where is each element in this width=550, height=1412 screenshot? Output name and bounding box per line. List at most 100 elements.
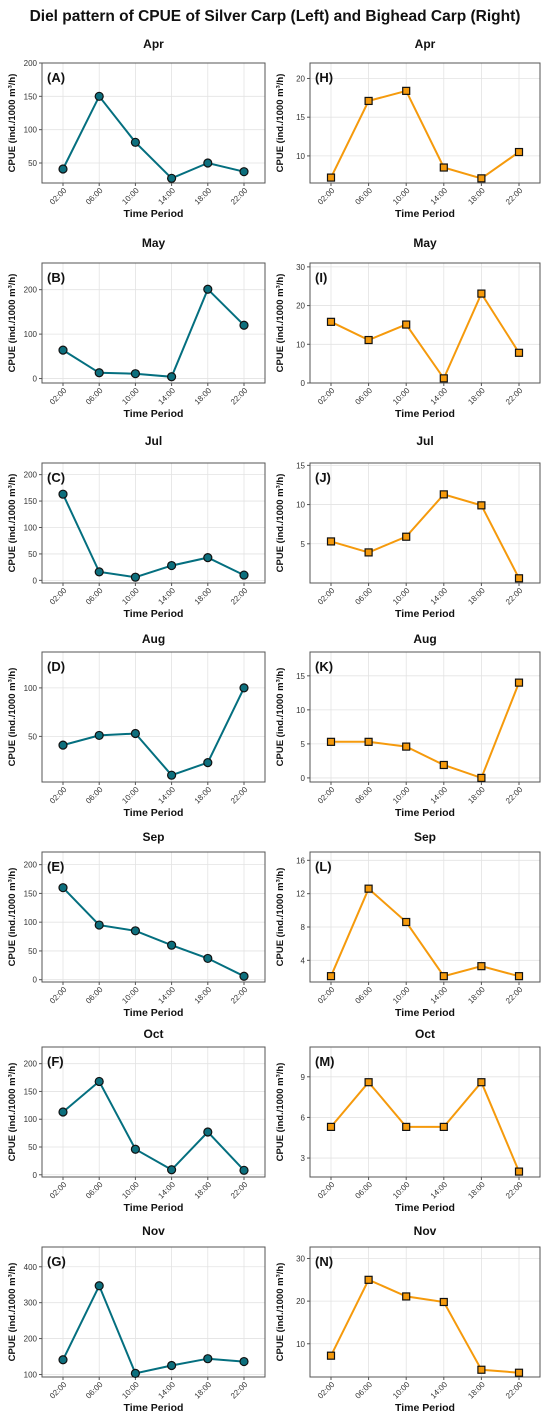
data-point [477, 773, 486, 783]
x-axis-label: Time Period [395, 807, 455, 819]
plot-frame [41, 1246, 266, 1378]
y-tick-label: 30 [296, 263, 305, 272]
y-axis-label: CPUE (ind./1000 m³/h) [7, 1063, 18, 1162]
x-tick-label: 02:00 [316, 186, 337, 207]
plot-frame [309, 1246, 541, 1378]
data-point [477, 962, 486, 971]
data-point [477, 1078, 486, 1087]
data-point [439, 760, 448, 770]
plot-frame [41, 462, 266, 584]
chart-panel-7: Aug 50 100 02:00 06:00 10:00 14:00 18:00 22:00 Ti… [7, 632, 266, 819]
y-tick-label: 10 [296, 340, 305, 349]
x-tick-label: 22:00 [229, 186, 250, 207]
plot-frame [309, 651, 541, 783]
data-point [326, 1122, 336, 1131]
x-tick-label: 22:00 [229, 1180, 250, 1201]
data-point [203, 1127, 213, 1137]
x-tick-label: 14:00 [156, 386, 177, 407]
x-tick-label: 14:00 [429, 785, 450, 806]
x-tick-label: 02:00 [48, 1380, 69, 1401]
x-axis-label: Time Period [395, 1402, 455, 1412]
series-line [62, 493, 245, 579]
data-point [94, 368, 104, 378]
x-axis-label: Time Period [124, 807, 184, 819]
data-point [239, 320, 249, 330]
plot-frame [309, 851, 541, 983]
data-point [203, 1354, 213, 1364]
panel-title: Aug [142, 632, 165, 646]
y-axis-label: CPUE (ind./1000 m³/h) [275, 274, 286, 373]
y-tick-label: 0 [301, 379, 306, 388]
y-tick-label: 100 [24, 684, 38, 693]
x-tick-label: 02:00 [48, 985, 69, 1006]
x-tick-label: 06:00 [353, 386, 374, 407]
data-point [326, 173, 336, 182]
series-line [330, 1080, 520, 1172]
data-point [514, 1167, 524, 1176]
y-tick-label: 0 [33, 1171, 38, 1180]
data-point [167, 770, 177, 780]
data-point [94, 920, 104, 930]
panel-letter-label: (K) [315, 659, 333, 674]
panel-letter-label: (N) [315, 1254, 333, 1269]
y-tick-label: 20 [296, 74, 305, 83]
data-point [94, 1076, 104, 1087]
x-tick-label: 06:00 [353, 586, 374, 607]
data-point [130, 1368, 140, 1379]
y-tick-label: 200 [24, 1060, 38, 1069]
x-tick-label: 14:00 [156, 985, 177, 1006]
panel-title: Jul [145, 434, 162, 448]
y-tick-label: 200 [24, 471, 38, 480]
data-point [239, 1356, 249, 1367]
x-tick-label: 06:00 [353, 785, 374, 806]
data-point [94, 1281, 104, 1291]
y-tick-label: 9 [301, 1073, 306, 1082]
y-axis-label: CPUE (ind./1000 m³/h) [275, 868, 286, 967]
x-tick-label: 18:00 [466, 785, 487, 806]
x-axis-label: Time Period [124, 608, 184, 620]
y-tick-label: 100 [24, 1370, 38, 1379]
data-point [477, 1365, 486, 1374]
panel-letter-label: (A) [47, 70, 65, 85]
data-point [58, 1107, 68, 1117]
plot-frame [41, 651, 266, 783]
chart-panel-3: May 0 100 200 02:00 06:00 10:00 14:00 18:00 22:00… [7, 236, 266, 420]
figure-title: Diel pattern of CPUE of Silver Carp (Lef… [29, 8, 521, 25]
panel-title: Nov [142, 1224, 165, 1238]
x-tick-label: 06:00 [84, 186, 105, 207]
y-tick-label: 200 [24, 59, 38, 68]
data-point [477, 501, 486, 510]
panel-title: Apr [143, 37, 164, 51]
y-tick-label: 100 [24, 918, 38, 927]
y-axis-label: CPUE (ind./1000 m³/h) [275, 474, 286, 573]
data-point [364, 548, 373, 557]
x-tick-label: 02:00 [48, 1180, 69, 1201]
y-tick-label: 0 [33, 576, 38, 585]
data-point [439, 1122, 448, 1131]
y-axis-label: CPUE (ind./1000 m³/h) [275, 1063, 286, 1162]
y-tick-label: 10 [296, 501, 305, 510]
chart-panel-5: Jul 0 50 100 150 200 02:00 06:00 10:00 14:00 18:00… [7, 434, 266, 620]
x-tick-label: 02:00 [48, 386, 69, 407]
data-point [364, 1078, 373, 1087]
x-tick-label: 18:00 [193, 985, 214, 1006]
x-tick-label: 18:00 [193, 1380, 214, 1401]
x-tick-label: 02:00 [316, 785, 337, 806]
x-tick-label: 14:00 [429, 985, 450, 1006]
data-point [130, 1144, 140, 1154]
y-tick-label: 15 [296, 113, 305, 122]
data-point [94, 91, 104, 101]
data-point [167, 560, 177, 571]
data-point [402, 320, 411, 329]
x-tick-label: 18:00 [193, 1180, 214, 1201]
data-point [203, 553, 213, 563]
x-tick-label: 14:00 [429, 1180, 450, 1201]
series-line [62, 1079, 245, 1172]
chart-panel-10: Sep 4 8 12 16 02:00 06:00 10:00 14:00 18:00 22:00 T… [275, 830, 541, 1019]
x-axis-label: Time Period [395, 408, 455, 420]
data-point [130, 137, 140, 147]
plot-frame [309, 462, 541, 584]
y-tick-label: 150 [24, 1087, 38, 1096]
plot-frame [41, 62, 266, 184]
y-tick-label: 12 [296, 890, 305, 899]
